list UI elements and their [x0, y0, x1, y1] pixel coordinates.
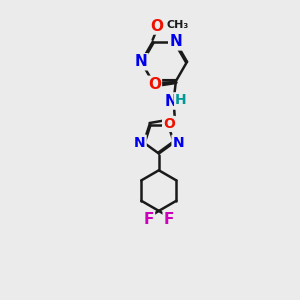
- Text: N: N: [172, 136, 184, 150]
- Text: N: N: [169, 34, 182, 50]
- Text: N: N: [164, 94, 177, 109]
- Text: O: O: [151, 19, 164, 34]
- Text: H: H: [175, 93, 186, 107]
- Text: N: N: [135, 54, 148, 69]
- Text: O: O: [148, 77, 161, 92]
- Text: F: F: [164, 212, 174, 227]
- Text: F: F: [144, 212, 154, 227]
- Text: CH₃: CH₃: [167, 20, 189, 30]
- Text: N: N: [134, 136, 146, 150]
- Text: O: O: [163, 117, 175, 131]
